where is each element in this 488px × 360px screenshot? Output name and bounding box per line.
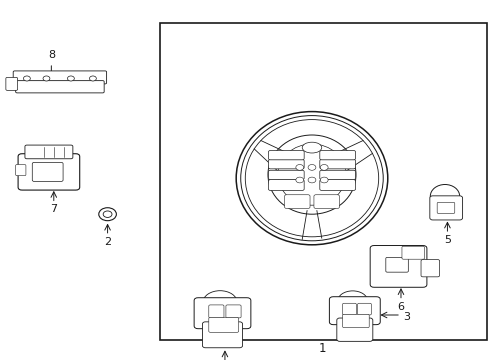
Circle shape	[23, 76, 30, 81]
FancyBboxPatch shape	[268, 180, 304, 190]
Circle shape	[103, 211, 112, 217]
FancyBboxPatch shape	[25, 145, 73, 159]
FancyBboxPatch shape	[268, 170, 304, 180]
FancyBboxPatch shape	[369, 246, 426, 287]
Circle shape	[67, 76, 74, 81]
FancyBboxPatch shape	[319, 150, 355, 160]
Text: 5: 5	[443, 235, 450, 245]
FancyBboxPatch shape	[208, 318, 238, 332]
Ellipse shape	[277, 144, 346, 205]
Ellipse shape	[337, 291, 367, 311]
FancyBboxPatch shape	[357, 303, 370, 315]
FancyBboxPatch shape	[385, 257, 407, 272]
FancyBboxPatch shape	[319, 170, 355, 180]
FancyBboxPatch shape	[420, 260, 439, 277]
FancyBboxPatch shape	[319, 180, 355, 190]
FancyBboxPatch shape	[284, 195, 309, 208]
Circle shape	[320, 165, 327, 170]
Circle shape	[43, 76, 50, 81]
FancyBboxPatch shape	[16, 165, 26, 176]
FancyBboxPatch shape	[32, 162, 63, 181]
FancyBboxPatch shape	[268, 150, 304, 160]
Circle shape	[99, 208, 116, 221]
FancyBboxPatch shape	[342, 314, 368, 328]
Ellipse shape	[236, 112, 387, 245]
Ellipse shape	[240, 116, 383, 241]
Text: 6: 6	[397, 302, 404, 312]
FancyBboxPatch shape	[202, 322, 242, 348]
FancyBboxPatch shape	[268, 159, 304, 169]
FancyBboxPatch shape	[436, 202, 454, 213]
Circle shape	[89, 76, 96, 81]
FancyBboxPatch shape	[313, 195, 339, 208]
Circle shape	[320, 177, 327, 183]
Ellipse shape	[203, 291, 237, 314]
FancyBboxPatch shape	[6, 77, 18, 90]
Ellipse shape	[267, 135, 355, 214]
Text: 3: 3	[403, 312, 409, 322]
FancyBboxPatch shape	[342, 303, 356, 315]
Text: 8: 8	[48, 50, 55, 60]
FancyBboxPatch shape	[319, 159, 355, 169]
Ellipse shape	[302, 142, 321, 153]
FancyBboxPatch shape	[194, 298, 250, 329]
FancyBboxPatch shape	[401, 246, 424, 259]
FancyBboxPatch shape	[208, 305, 224, 318]
Circle shape	[295, 165, 303, 170]
Text: 7: 7	[50, 204, 57, 215]
FancyBboxPatch shape	[225, 305, 241, 318]
Text: 1: 1	[318, 342, 326, 355]
FancyBboxPatch shape	[336, 318, 372, 341]
Bar	[160, 23, 486, 340]
Circle shape	[295, 177, 303, 183]
Circle shape	[307, 165, 315, 170]
Circle shape	[307, 177, 315, 183]
FancyBboxPatch shape	[16, 81, 104, 93]
FancyBboxPatch shape	[13, 71, 106, 84]
Ellipse shape	[245, 120, 378, 237]
FancyBboxPatch shape	[429, 196, 462, 220]
FancyBboxPatch shape	[329, 297, 380, 325]
Ellipse shape	[429, 184, 459, 208]
FancyBboxPatch shape	[18, 154, 80, 190]
Text: 2: 2	[104, 237, 111, 247]
